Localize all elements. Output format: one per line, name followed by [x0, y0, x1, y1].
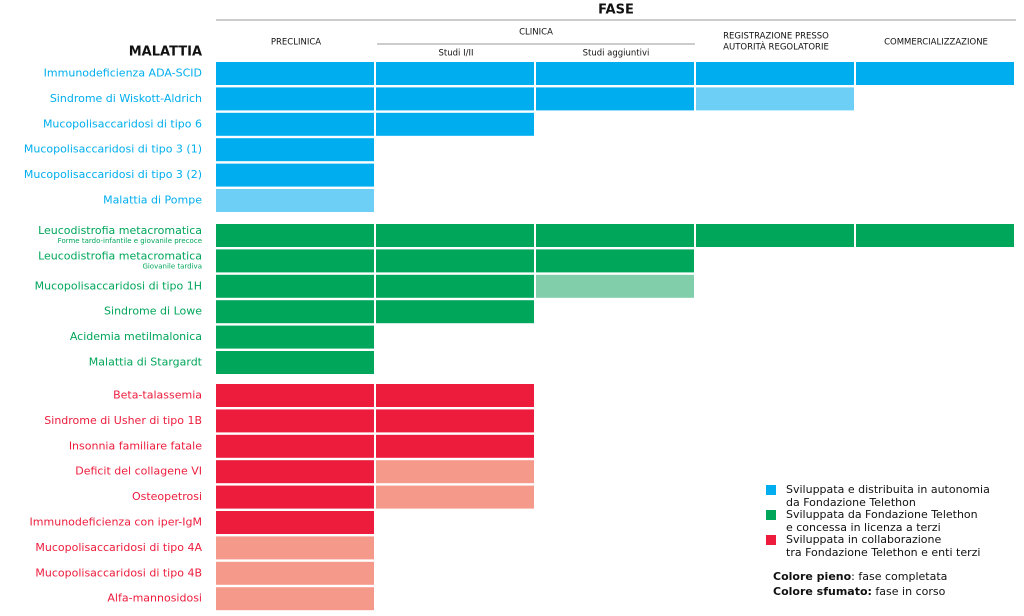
disease-name: Leucodistrofia metacromatica: [38, 224, 202, 237]
phase-cell-full: [856, 62, 1014, 85]
note-text: : fase completata: [851, 570, 947, 583]
phase-cell-full: [216, 87, 374, 111]
legend-swatch: [766, 535, 776, 545]
phase-cell-full: [216, 62, 374, 85]
phase-cell-full: [216, 325, 374, 349]
disease-name: Alfa-mannosidosi: [107, 592, 202, 605]
phase-cell-full: [376, 434, 534, 458]
phase: REGISTRAZIONE PRESSO: [723, 32, 829, 42]
disease-name: Immunodeficienza con iper-IgM: [30, 516, 202, 529]
disease-name: Mucopolisaccaridosi di tipo 3 (1): [24, 143, 202, 156]
legend-text: Sviluppata in collaborazione: [786, 533, 941, 546]
disease-name: Sindrome di Usher di tipo 1B: [44, 414, 202, 427]
phase-cell-full: [376, 224, 534, 247]
legend-text: Sviluppata e distribuita in autonomia: [786, 483, 990, 496]
disease-name: Mucopolisaccaridosi di tipo 1H: [35, 279, 202, 292]
phase-cell-full: [216, 300, 374, 324]
phase-cell-full: [216, 138, 374, 162]
legend-swatch: [766, 485, 776, 495]
disease-name: Insonnia familiare fatale: [69, 439, 202, 452]
phase-cell-full: [216, 434, 374, 458]
phase-cell-full: [536, 224, 694, 247]
phase-cell-full: [376, 384, 534, 407]
disease-name: Mucopolisaccaridosi di tipo 3 (2): [24, 168, 202, 181]
disease-name: Deficit del collagene VI: [75, 465, 202, 478]
phase-cell-full: [216, 460, 374, 484]
phase-cell-full: [856, 224, 1014, 247]
phase-cell-full: [216, 249, 374, 273]
phase-cell-full: [216, 511, 374, 534]
phase-cell-full: [536, 87, 694, 111]
phase-cell-full: [536, 249, 694, 273]
disease-title: MALATTIA: [129, 45, 202, 60]
disease-name: Mucopolisaccaridosi di tipo 4B: [35, 566, 202, 579]
phase-cell-full: [216, 409, 374, 433]
phase: COMMERCIALIZZAZIONE: [884, 38, 988, 48]
disease-note: Forme tardo-infantile e giovanile precoc…: [58, 237, 202, 245]
disease-note: Giovanile tardiva: [142, 262, 202, 270]
disease-name: Sindrome di Wiskott-Aldrich: [50, 92, 202, 105]
phase-cell-full: [696, 62, 854, 85]
phase-cell-faded: [216, 587, 374, 611]
phase-cell-full: [376, 274, 534, 298]
phase-cell-faded: [216, 536, 374, 560]
legend-text: tra Fondazione Telethon e enti terzi: [786, 546, 980, 559]
legend-swatch: [766, 510, 776, 520]
disease-name: Mucopolisaccaridosi di tipo 4A: [35, 541, 202, 554]
disease-name: Malattia di Stargardt: [89, 356, 203, 369]
note-bold: Colore sfumato:: [773, 585, 872, 598]
phase-cell-faded: [376, 460, 534, 484]
phase-cell-full: [376, 300, 534, 324]
phase-cell-full: [376, 249, 534, 273]
phase-cell-full: [216, 351, 374, 374]
phase-title: FASE: [598, 3, 634, 18]
phase-cell-full: [216, 384, 374, 407]
disease-name: Immunodeficienza ADA-SCID: [44, 67, 202, 80]
phase-cell-faded: [536, 274, 694, 298]
legend-text: e concessa in licenza a terzi: [786, 521, 941, 534]
phase-cell-faded: [376, 485, 534, 509]
phase-cell-full: [216, 274, 374, 298]
disease-name: Sindrome di Lowe: [104, 305, 202, 318]
phase-cell-full: [216, 163, 374, 187]
phase-cell-full: [216, 485, 374, 509]
phase-cell-faded: [216, 189, 374, 212]
subphase: Studi aggiuntivi: [583, 49, 650, 59]
disease-name: Acidemia metilmalonica: [70, 330, 202, 343]
legend-text: Sviluppata da Fondazione Telethon: [786, 508, 978, 521]
phase-cell-full: [216, 224, 374, 247]
disease-name: Osteopetrosi: [132, 490, 202, 503]
phase-cell-full: [376, 112, 534, 136]
note-text: fase in corso: [872, 585, 946, 598]
note-bold: Colore pieno: [773, 570, 852, 583]
phase-cell-faded: [696, 87, 854, 111]
phase-cell-full: [696, 224, 854, 247]
phase-cell-full: [216, 112, 374, 136]
note: Colore pieno: fase completata: [773, 570, 947, 583]
legend-text: da Fondazione Telethon: [786, 496, 916, 509]
phase-cell-full: [376, 87, 534, 111]
phase-cell-full: [376, 62, 534, 85]
subphase: Studi I/II: [439, 49, 474, 59]
note: Colore sfumato: fase in corso: [773, 585, 946, 598]
phase: AUTORITÀ REGOLATORIE: [723, 41, 829, 53]
phase-cell-full: [536, 62, 694, 85]
disease-name: Mucopolisaccaridosi di tipo 6: [43, 117, 202, 130]
phase: PRECLINICA: [271, 38, 321, 48]
disease-name: Leucodistrofia metacromatica: [38, 249, 202, 262]
phase-cell-faded: [216, 561, 374, 585]
phase-cell-full: [376, 409, 534, 433]
phase: CLINICA: [519, 28, 553, 38]
disease-name: Beta-talassemia: [113, 389, 202, 402]
disease-name: Malattia di Pompe: [103, 194, 202, 207]
